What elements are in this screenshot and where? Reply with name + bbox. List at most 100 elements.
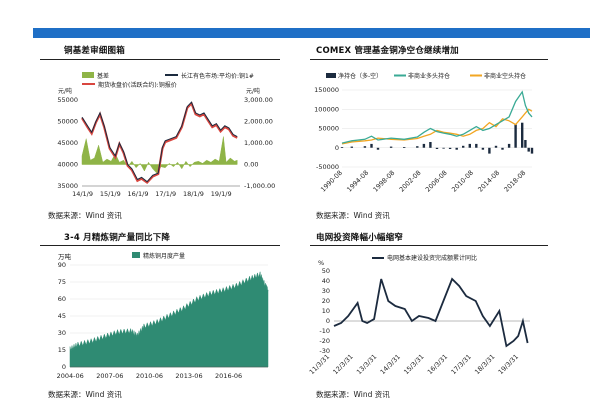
net-position-bar bbox=[403, 147, 406, 148]
left-axis-unit: 元/吨 bbox=[58, 87, 72, 95]
panel1-title-rule bbox=[40, 59, 280, 60]
legend-label-spot: 长江有色市场:平均价:铜1# bbox=[181, 72, 254, 80]
top-accent-bar bbox=[33, 28, 590, 38]
y-tick-label: 75 bbox=[58, 278, 66, 286]
net-position-bar bbox=[468, 143, 471, 148]
y-right-tick-label: -1,000.00 bbox=[244, 182, 275, 190]
panel4-title: 电网投资降幅小幅缩窄 bbox=[316, 233, 404, 243]
net-position-bar bbox=[521, 122, 524, 148]
x-tick-label: 1990-08 bbox=[319, 169, 344, 194]
y-tick-label: 90 bbox=[58, 261, 66, 269]
x-tick-label: 2016-06 bbox=[215, 372, 242, 380]
y-tick-label: 40 bbox=[322, 277, 330, 285]
x-tick-label: 19/3/31 bbox=[497, 353, 520, 376]
x-tick-label: 2007-06 bbox=[96, 372, 123, 380]
panel2-source: 数据来源：Wind 资讯 bbox=[316, 211, 390, 220]
series-long-line bbox=[341, 90, 533, 144]
legend-label-basis: 基差 bbox=[97, 72, 109, 80]
net-position-bar bbox=[514, 124, 517, 148]
y-tick-label: -30 bbox=[319, 347, 330, 355]
legend-label: 精炼铜月度产量 bbox=[143, 252, 185, 260]
y-left-tick-label: 50000 bbox=[57, 118, 78, 126]
y-tick-label: -10 bbox=[319, 327, 330, 335]
y-tick-label: 50 bbox=[322, 267, 330, 275]
panel2-title: COMEX 管理基金铜净空仓继续增加 bbox=[316, 46, 459, 56]
y-right-tick-label: 3,000.00 bbox=[244, 96, 273, 104]
panel4-title-rule bbox=[310, 245, 548, 246]
x-tick-label: 2002-08 bbox=[398, 169, 423, 194]
net-position-bar bbox=[481, 147, 485, 150]
x-tick-label: 14/3/31 bbox=[379, 353, 402, 376]
x-tick-label: 15/1/9 bbox=[100, 190, 121, 198]
production-area bbox=[69, 271, 269, 368]
y-tick-label: -20 bbox=[319, 337, 330, 345]
y-left-tick-label: 40000 bbox=[57, 161, 78, 169]
x-tick-label: 19/1/9 bbox=[211, 190, 232, 198]
legend-swatch-net bbox=[326, 73, 336, 78]
legend-swatch bbox=[132, 252, 140, 258]
series-basis-area bbox=[81, 136, 238, 174]
x-tick-label: 2018-08 bbox=[503, 169, 528, 194]
series-grid-investment-line bbox=[333, 277, 529, 348]
net-position-bar bbox=[494, 145, 498, 148]
net-position-bar bbox=[416, 146, 419, 148]
y-right-tick-label: 0.00 bbox=[244, 161, 258, 169]
net-position-bar bbox=[422, 143, 426, 148]
panel3-title: 3-4 月精炼铜产量同比下降 bbox=[64, 233, 171, 243]
net-position-bar bbox=[462, 145, 465, 148]
y-tick-label: 0 bbox=[62, 363, 66, 371]
panel1-source: 数据来源：Wind 资讯 bbox=[48, 211, 122, 220]
legend-label: 电网基本建设投资完成额累计同比 bbox=[387, 254, 477, 262]
net-position-bar bbox=[370, 143, 373, 148]
legend-label-short: 非商业空头持仓 bbox=[484, 72, 526, 80]
y-tick-label: -50000 bbox=[316, 163, 339, 171]
panel2-title-rule bbox=[310, 59, 548, 60]
series-spot-line bbox=[81, 101, 238, 183]
y-tick-label: 30 bbox=[322, 287, 330, 295]
x-tick-label: 17/3/31 bbox=[449, 353, 472, 376]
y-left-tick-label: 45000 bbox=[57, 139, 78, 147]
panel1-title: 铜基差审细图箱 bbox=[64, 46, 125, 56]
net-position-bar bbox=[501, 147, 504, 150]
x-tick-label: 2013-06 bbox=[175, 372, 202, 380]
chart2: 净持仓（多-空） 非商业多头持仓 非商业空头持仓 -50000 0 50000 100000… bbox=[314, 72, 534, 194]
y-tick-label: 10 bbox=[322, 307, 330, 315]
net-position-bar bbox=[435, 147, 439, 149]
series-short-line bbox=[341, 108, 533, 145]
x-tick-label: 15/3/31 bbox=[402, 353, 425, 376]
y-left-tick-label: 35000 bbox=[57, 182, 78, 190]
x-tick-label: 18/1/9 bbox=[183, 190, 204, 198]
net-position-bar bbox=[527, 147, 530, 152]
y-right-tick-label: 1,000.00 bbox=[244, 139, 273, 147]
y-tick-label: 50000 bbox=[318, 125, 339, 133]
x-tick-label: 16/1/9 bbox=[128, 190, 149, 198]
panel3-title-rule bbox=[40, 245, 280, 246]
net-position-bar bbox=[429, 142, 432, 148]
x-tick-label: 11/3/31 bbox=[308, 353, 331, 376]
x-tick-label: 18/3/31 bbox=[473, 353, 496, 376]
y-tick-label: 0 bbox=[326, 317, 330, 325]
net-position-bar bbox=[524, 140, 527, 148]
x-tick-label: 2010-08 bbox=[450, 169, 475, 194]
y-tick-label: 45 bbox=[58, 312, 66, 320]
net-position-bar bbox=[442, 147, 445, 149]
x-tick-label: 2014-08 bbox=[476, 169, 501, 194]
y-tick-label: 30 bbox=[58, 329, 66, 337]
x-tick-label: 1998-08 bbox=[372, 169, 397, 194]
net-position-bar bbox=[376, 147, 380, 150]
panel3-source: 数据来源：Wind 资讯 bbox=[48, 390, 122, 399]
x-tick-label: 2010-06 bbox=[136, 372, 163, 380]
legend-swatch-basis bbox=[82, 72, 94, 78]
y-axis-unit: 万吨 bbox=[58, 252, 72, 261]
net-position-bar bbox=[340, 147, 344, 148]
net-position-bar bbox=[389, 146, 393, 148]
x-tick-label: 17/1/9 bbox=[155, 190, 176, 198]
y-tick-label: 150000 bbox=[314, 86, 339, 94]
net-position-bar bbox=[363, 146, 367, 148]
panel4-source: 数据来源：Wind 资讯 bbox=[316, 390, 390, 399]
x-tick-label: 14/1/9 bbox=[72, 190, 93, 198]
net-position-bar bbox=[350, 146, 353, 148]
series-futures-line bbox=[81, 101, 238, 185]
net-position-bar bbox=[530, 147, 534, 154]
